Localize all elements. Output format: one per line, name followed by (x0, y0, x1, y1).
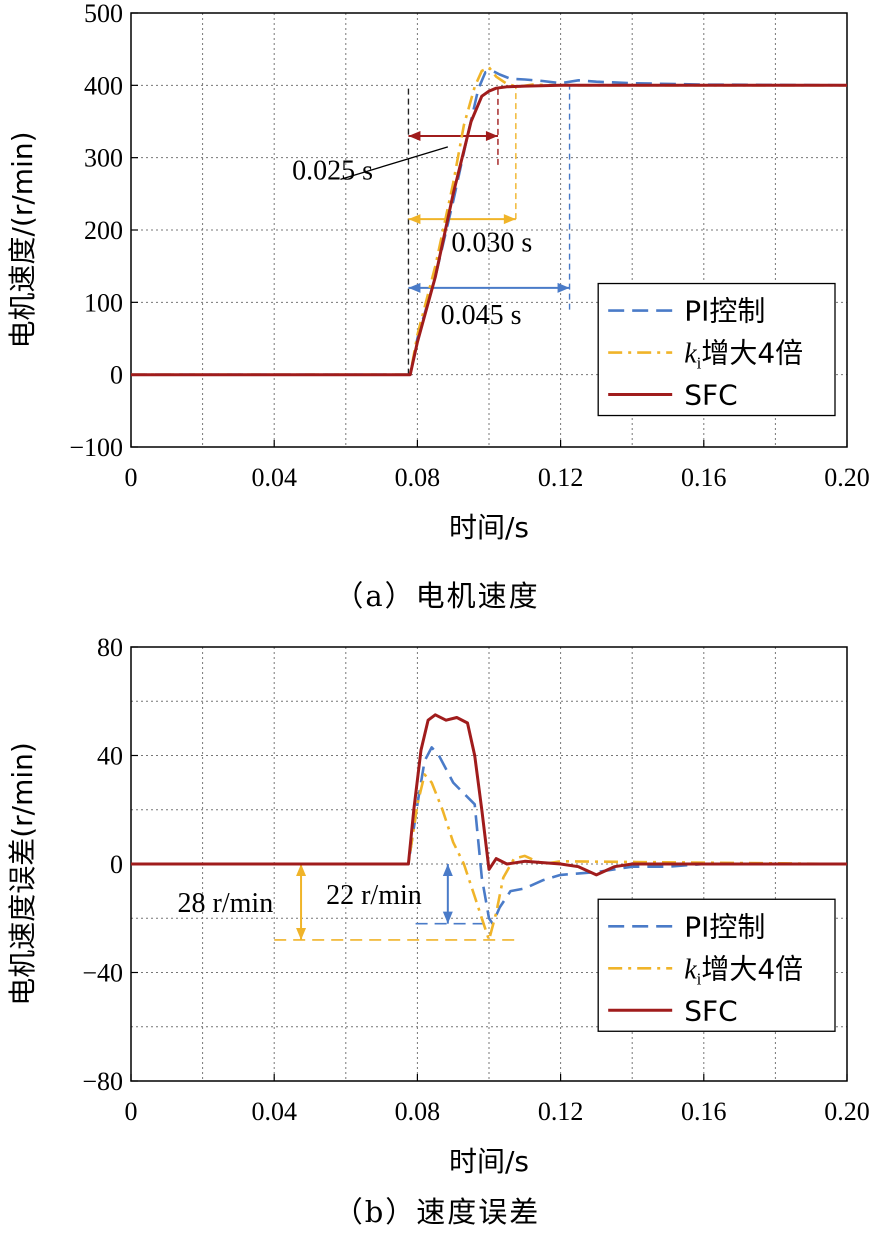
y-tick-label: −80 (82, 1067, 123, 1096)
arrow-head (442, 911, 453, 924)
interval-label: 0.030 s (451, 228, 532, 259)
legend-label: PI控制 (684, 910, 765, 943)
series-line-dashdot (131, 773, 848, 942)
magnitude-label: 22 r/min (326, 880, 422, 911)
arrow-head (442, 864, 453, 876)
interval-label: 0.045 s (441, 300, 522, 331)
label-leader-line (340, 146, 449, 180)
x-axis-label: 时间/s (449, 511, 529, 544)
x-tick-label: 0.04 (251, 1097, 297, 1126)
figure-caption: （b）速度误差 (334, 1195, 541, 1229)
y-tick-label: 400 (84, 71, 123, 100)
legend: PI控制 ki增大4倍 SFC (597, 898, 836, 1032)
legend-label-k: k (684, 954, 697, 985)
x-tick-label: 0 (125, 463, 138, 492)
arrow-head (408, 130, 421, 141)
arrow-head (503, 214, 516, 225)
series-line-solid (131, 83, 847, 377)
legend-label-sub: i (697, 969, 702, 988)
legend-label: SFC (684, 994, 737, 1027)
y-tick-label: 500 (84, 0, 123, 28)
interval-label: 0.025 s (292, 155, 373, 186)
y-tick-label: 200 (84, 216, 123, 245)
y-tick-label: −40 (82, 959, 123, 988)
x-tick-label: 0.20 (824, 463, 870, 492)
y-axis-label: 电机速度误差(r/min) (6, 742, 39, 1006)
legend-label: SFC (684, 379, 737, 412)
x-tick-label: 0 (125, 1097, 138, 1126)
x-axis-label: 时间/s (449, 1145, 529, 1178)
legend-label-sub: i (697, 354, 702, 373)
y-tick-label: 100 (84, 288, 123, 317)
legend: PI控制 ki增大4倍 SFC (597, 282, 836, 417)
x-tick-label: 0.04 (251, 463, 297, 492)
chart-motor-speed: 0 0.04 0.08 0.12 0.16 0.20−100010020030040050… (6, 0, 870, 613)
x-tick-label: 0.08 (395, 463, 441, 492)
chart-speed-error: 0 0.04 0.08 0.12 0.16 0.20 −80 −40 0 40 80 时间/s 电机速度… (6, 633, 870, 1229)
legend-label-rest: 增大4倍 (701, 952, 803, 985)
figure-caption: （a）电机速度 (334, 579, 539, 613)
series-line-dashed (131, 746, 847, 925)
arrow-head (557, 282, 570, 293)
annotations: 0.025 s 0.030 s 0.045 s (292, 85, 571, 375)
y-tick-label: 80 (97, 633, 123, 662)
legend-label: ki增大4倍 (684, 952, 803, 988)
x-tick-label: 0.20 (824, 1097, 870, 1126)
legend-label-k: k (684, 339, 697, 370)
annotations: 28 r/min 22 r/min (178, 864, 518, 941)
series (131, 66, 848, 377)
arrow-head (485, 130, 498, 141)
magnitude-label: 28 r/min (178, 888, 274, 919)
series (131, 713, 848, 942)
y-tick-label: −100 (69, 433, 123, 462)
arrow-head (296, 864, 307, 876)
arrow-head (408, 282, 421, 293)
arrow-head (296, 927, 307, 940)
series-line-solid (131, 713, 847, 877)
arrow-head (408, 214, 421, 225)
x-tick-label: 0.12 (538, 463, 584, 492)
legend-label: ki增大4倍 (684, 337, 803, 373)
x-tick-label: 0.16 (681, 463, 727, 492)
x-tick-label: 0.16 (681, 1097, 727, 1126)
x-tick-label: 0.12 (538, 1097, 584, 1126)
y-tick-label: 300 (84, 144, 123, 173)
legend-label: PI控制 (684, 295, 765, 328)
y-axis-label: 电机速度/(r/min) (6, 131, 39, 348)
y-tick-label: 0 (110, 850, 123, 879)
x-tick-label: 0.08 (395, 1097, 441, 1126)
y-tick-label: 40 (97, 742, 123, 771)
legend-label-rest: 增大4倍 (701, 337, 803, 370)
y-tick-label: 0 (110, 361, 123, 390)
